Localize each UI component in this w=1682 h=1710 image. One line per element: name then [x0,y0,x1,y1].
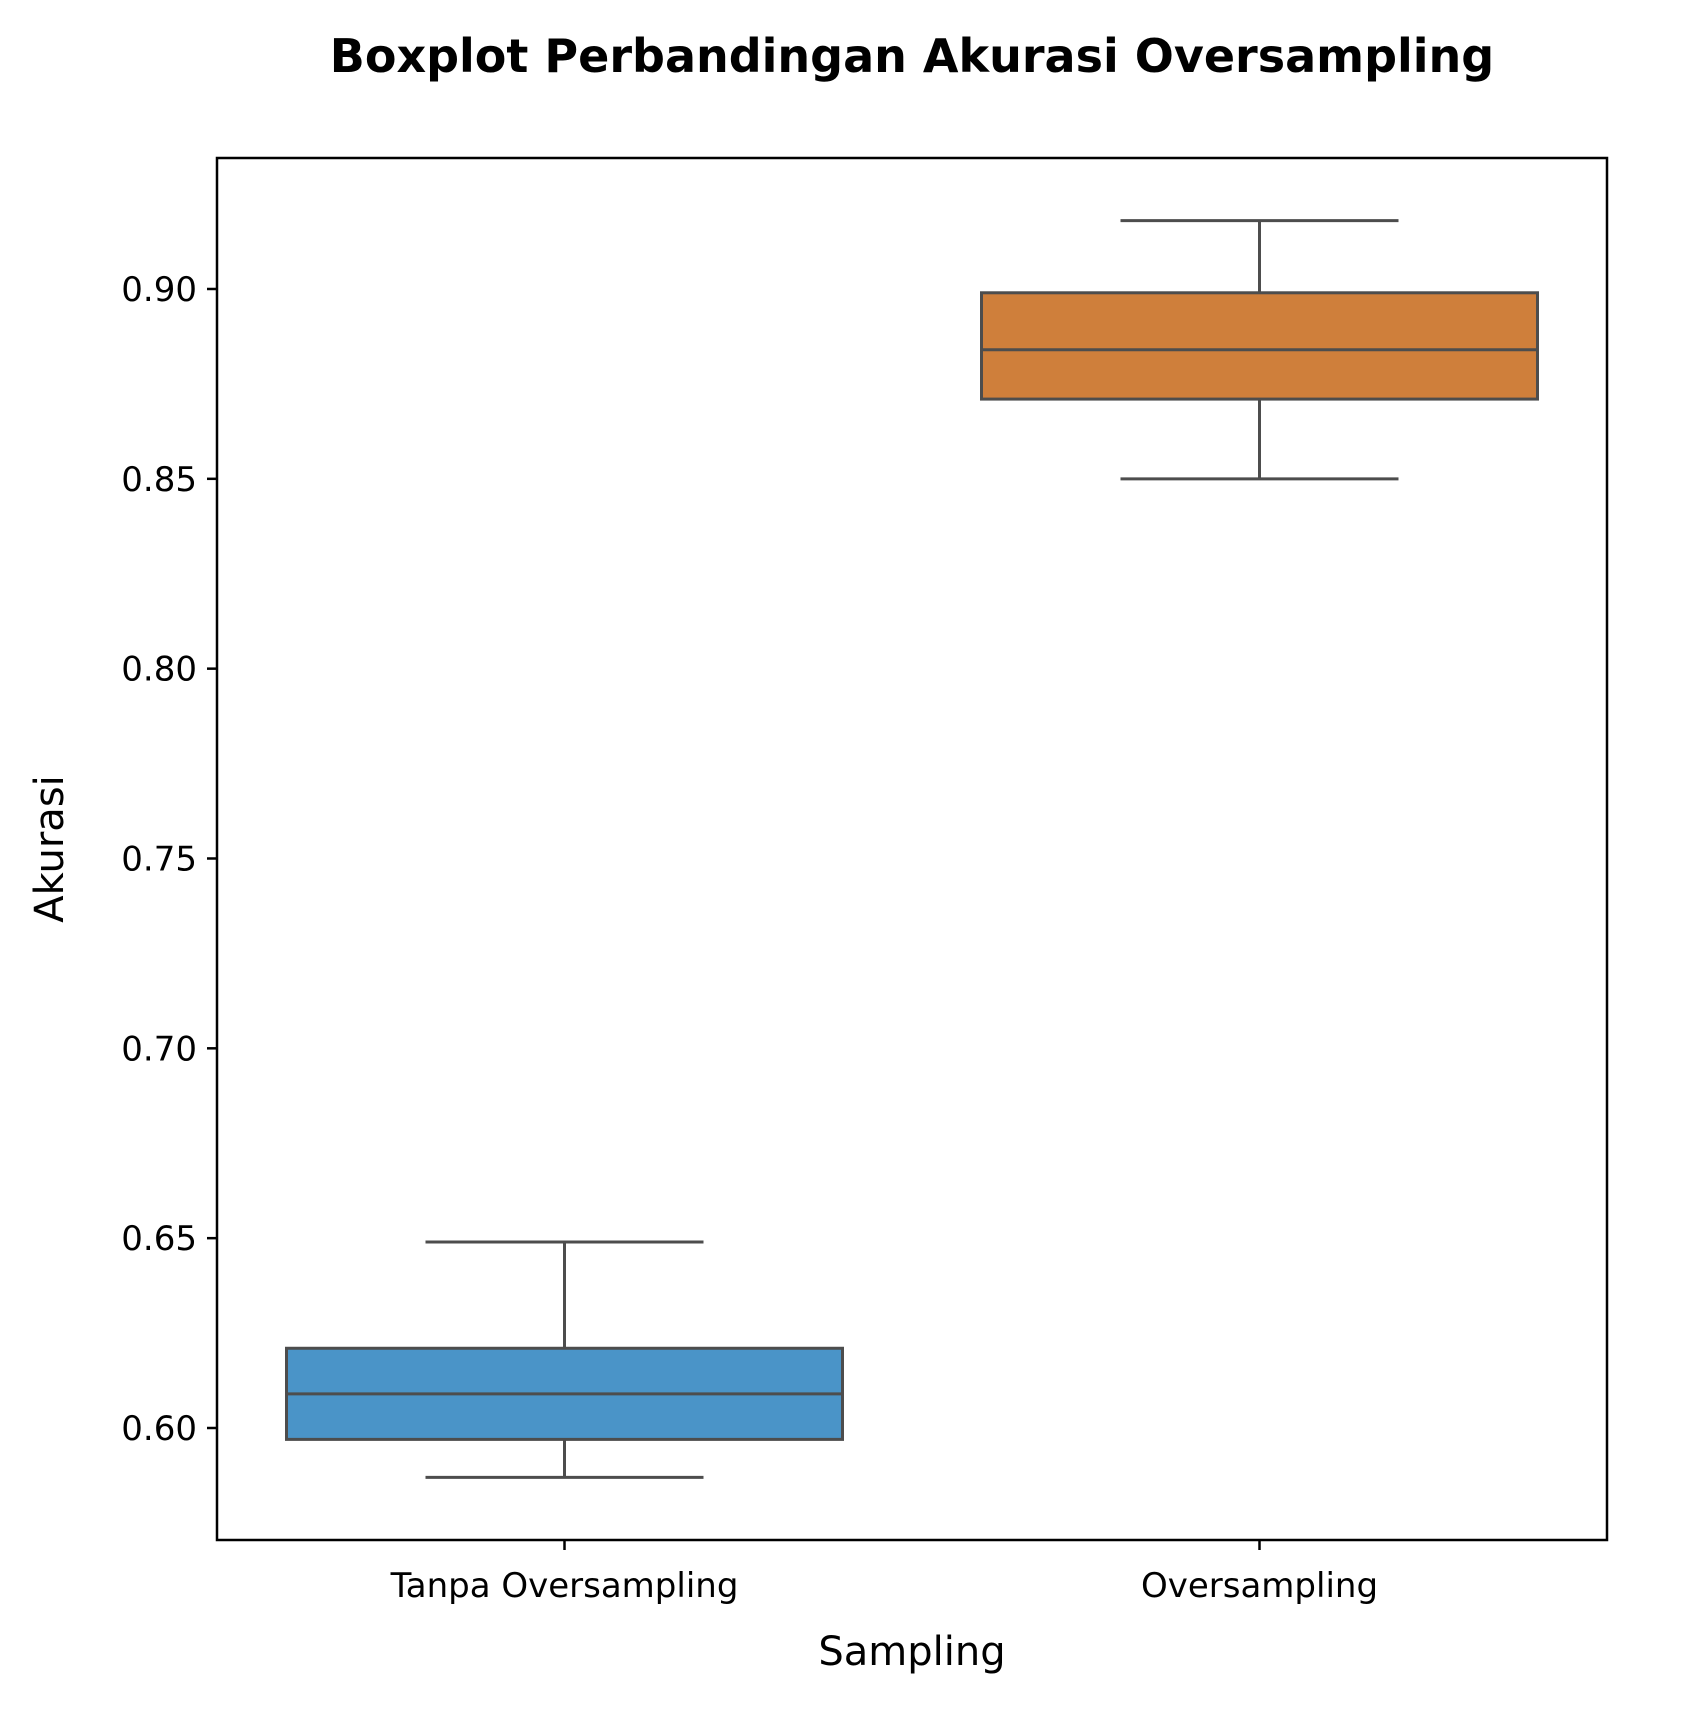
y-tick-label: 0.70 [121,1029,197,1069]
x-tick-label: Oversampling [1141,1566,1378,1606]
y-tick-label: 0.60 [121,1409,197,1449]
x-axis-label: Sampling [818,1629,1005,1675]
plot-area: 0.60 0.65 0.70 0.75 0.80 0.85 0.90 Tanpa Oversa… [121,156,1609,1606]
y-axis-label: Akurasi [27,775,73,923]
y-tick-label: 0.80 [121,650,197,690]
y-tick-label: 0.90 [121,270,197,310]
y-tick-label: 0.65 [121,1219,197,1259]
axes-frame [215,156,1609,1542]
chart-title: Boxplot Perbandingan Akurasi Oversamplin… [330,29,1494,83]
box-oversampling [980,291,1539,401]
y-tick-label: 0.85 [121,460,197,500]
y-tick-label: 0.75 [121,839,197,879]
x-tick-label: Tanpa Oversampling [390,1566,739,1606]
